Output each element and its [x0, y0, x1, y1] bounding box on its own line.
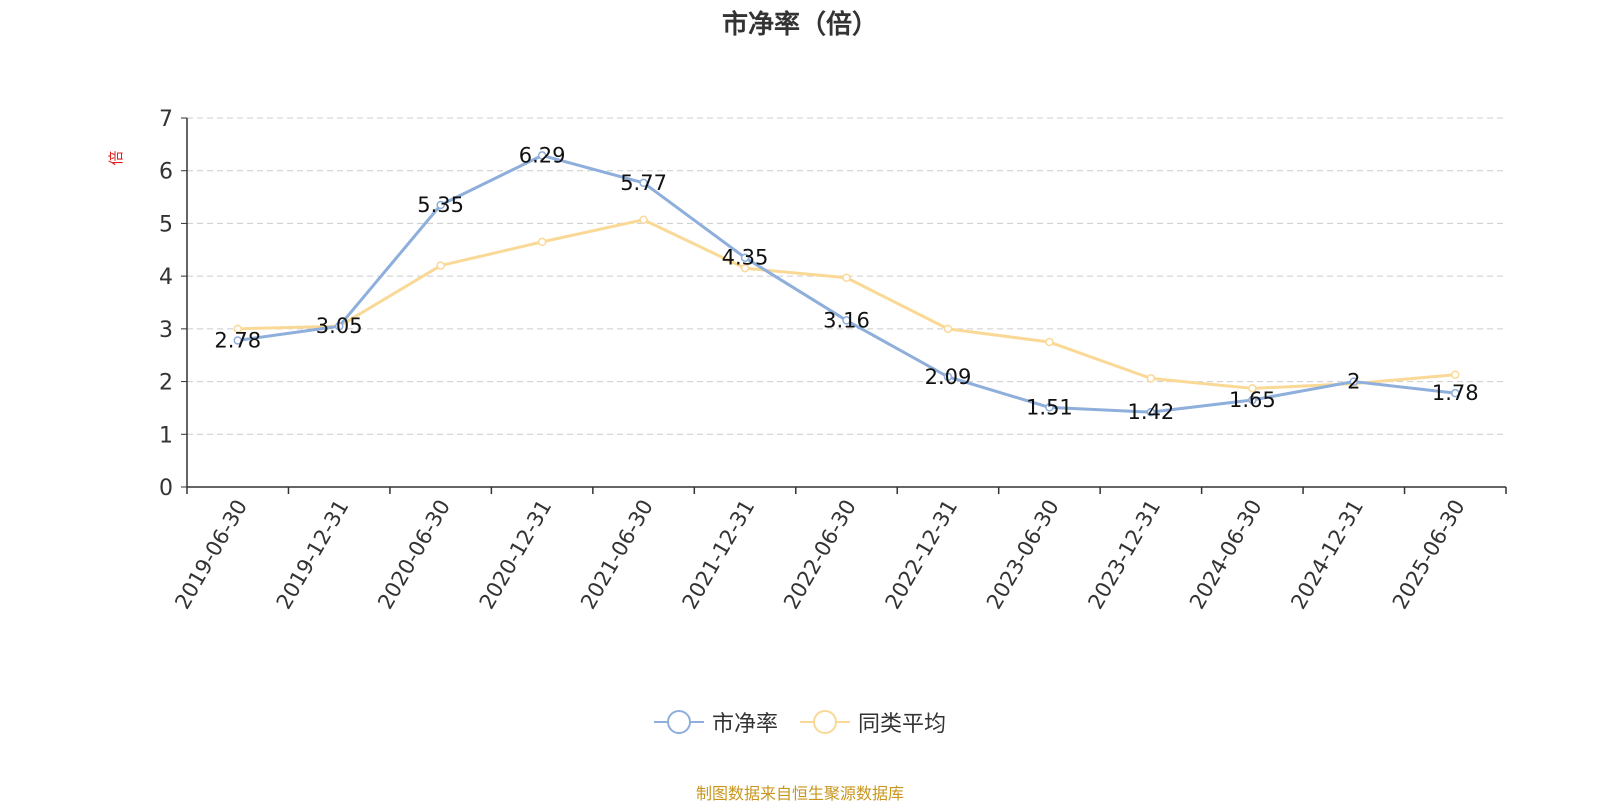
data-label-11: 2: [1347, 370, 1360, 394]
chart-title: 市净率（倍）: [721, 10, 878, 40]
series-0-point-11: [1349, 377, 1359, 386]
x-tick-label-5: 2021-12-31: [678, 496, 760, 614]
x-tick-label-12: 2025-06-30: [1388, 496, 1470, 614]
series-0-point-4: [639, 178, 648, 188]
y-tick-label-6: 6: [159, 160, 173, 185]
series-line-1: [237, 218, 1456, 390]
series-0-point-3: [537, 151, 547, 160]
series-1-point-7: [943, 324, 953, 334]
legend-item-series-1[interactable]: 同类平均: [800, 706, 946, 738]
series-1-point-3: [537, 237, 547, 247]
data-label-6: 3.16: [823, 308, 870, 332]
data-label-9: 1.42: [1128, 400, 1175, 424]
legend-item-series-0[interactable]: 市净率: [653, 706, 778, 738]
data-label-10: 1.65: [1229, 388, 1276, 412]
x-tick-label-9: 2023-12-31: [1083, 496, 1165, 614]
x-tick-label-11: 2024-12-31: [1286, 496, 1368, 614]
x-tick-label-10: 2024-06-30: [1185, 496, 1267, 614]
y-axis-label: 倍: [107, 150, 125, 165]
series-1-point-4: [639, 215, 648, 224]
legend-swatch-series-0: [653, 708, 704, 736]
series-1-point-6: [842, 273, 851, 282]
x-tick-label-0: 2019-06-30: [170, 496, 252, 614]
series-1-point-2: [436, 261, 445, 270]
y-tick-label-7: 7: [159, 107, 173, 132]
y-tick-label-5: 5: [159, 212, 173, 237]
series-1-point-8: [1045, 337, 1054, 347]
series-lines: [233, 151, 1460, 417]
series-1-point-10: [1248, 384, 1257, 393]
series-0-point-8: [1045, 403, 1054, 412]
data-label-7: 2.09: [925, 365, 972, 389]
y-tick-label-0: 0: [159, 476, 173, 501]
data-label-2: 5.35: [417, 193, 464, 217]
x-tick-label-7: 2022-12-31: [880, 496, 962, 614]
y-tick-label-1: 1: [159, 423, 173, 448]
legend-label-series-0: 市净率: [711, 712, 778, 737]
series-0-point-10: [1248, 395, 1257, 405]
series-1-point-9: [1146, 374, 1156, 383]
series-1-point-5: [740, 263, 750, 273]
y-tick-label-3: 3: [159, 318, 173, 343]
data-label-5: 4.35: [722, 246, 769, 270]
data-label-12: 1.78: [1432, 381, 1479, 405]
series-0-point-5: [740, 253, 750, 262]
data-label-3: 6.29: [519, 143, 566, 167]
legend: 市净率 同类平均: [0, 706, 1600, 738]
data-label-4: 5.77: [620, 171, 667, 195]
data-label-0: 2.78: [214, 328, 261, 352]
series-0-point-6: [842, 316, 851, 325]
data-labels: 2.78 3.05 5.35 6.29 5.77 4.35 3.16 2.09 1.51 1.42…: [214, 143, 1478, 424]
legend-swatch-series-1: [800, 708, 850, 736]
series-0-point-2: [436, 200, 445, 210]
series-0-point-12: [1451, 388, 1460, 398]
series-0-point-0: [233, 336, 242, 345]
series-0-point-7: [943, 372, 953, 382]
x-tick-label-1: 2019-12-31: [272, 496, 354, 614]
x-tick-label-8: 2023-06-30: [982, 496, 1064, 614]
data-label-8: 1.51: [1026, 395, 1073, 419]
y-tick-label-2: 2: [159, 371, 173, 396]
series-0-point-9: [1146, 407, 1156, 417]
x-tick-label-4: 2021-06-30: [576, 496, 658, 614]
x-tick-label-2: 2020-06-30: [373, 496, 455, 614]
y-tick-label-4: 4: [159, 265, 173, 290]
data-label-1: 3.05: [316, 314, 363, 338]
source-note: 制图数据来自恒生聚源数据库: [695, 784, 904, 803]
series-0-point-1: [334, 321, 344, 331]
legend-label-series-1: 同类平均: [858, 712, 947, 737]
x-tick-label-6: 2022-06-30: [779, 496, 861, 614]
x-tick-label-3: 2020-12-31: [475, 496, 557, 614]
series-1-point-12: [1451, 370, 1460, 379]
series-1-point-0: [233, 324, 242, 334]
